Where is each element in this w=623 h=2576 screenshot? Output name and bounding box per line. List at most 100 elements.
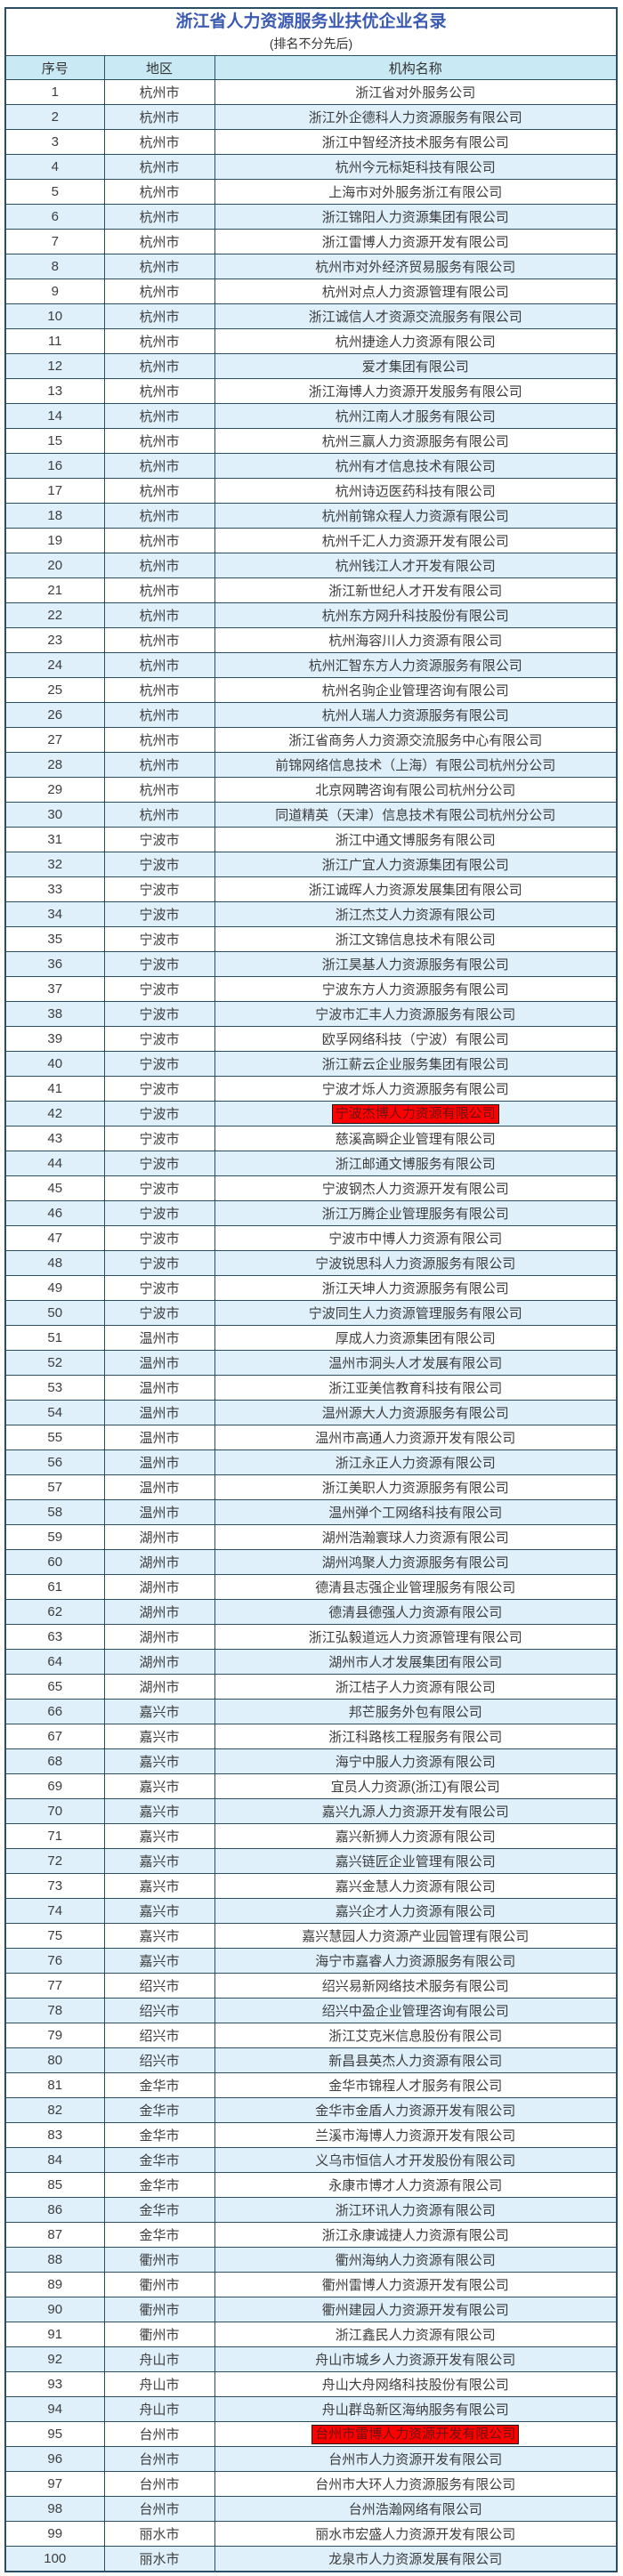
table-row: 13 杭州市 浙江海博人力资源开发服务有限公司: [4, 378, 618, 404]
cell-index: 9: [4, 279, 105, 304]
cell-org-name: 宁波锐思科人力资源服务有限公司: [214, 1250, 618, 1276]
cell-index: 45: [4, 1175, 105, 1201]
cell-org-name: 湖州市人才发展集团有限公司: [214, 1649, 618, 1675]
title-cell: 浙江省人力资源服务业扶优企业名录 (排名不分先后): [4, 7, 618, 56]
cell-region: 绍兴市: [103, 1973, 215, 1999]
table-row: 93 舟山市 舟山大舟网络科技股份有限公司: [4, 2371, 618, 2397]
cell-org-name: 浙江诚信人才资源交流服务有限公司: [214, 303, 618, 329]
cell-region: 温州市: [103, 1350, 215, 1376]
cell-org-name: 浙江雷博人力资源开发有限公司: [214, 229, 618, 254]
table-row: 72 嘉兴市 嘉兴链匠企业管理有限公司: [4, 1848, 618, 1874]
cell-region: 杭州市: [103, 378, 215, 404]
table-row: 27 杭州市 浙江省商务人力资源交流服务中心有限公司: [4, 727, 618, 753]
column-header-region: 地区: [103, 55, 215, 80]
table-row: 25 杭州市 杭州名驹企业管理咨询有限公司: [4, 677, 618, 703]
cell-org-name: 宁波才烁人力资源服务有限公司: [214, 1076, 618, 1102]
cell-org-name: 衢州雷博人力资源开发有限公司: [214, 2272, 618, 2297]
table-row: 24 杭州市 杭州汇智东方人力资源服务有限公司: [4, 652, 618, 678]
cell-org-name: 浙江薪云企业服务集团有限公司: [214, 1051, 618, 1077]
cell-org-name: 浙江中智经济技术服务有限公司: [214, 129, 618, 155]
table-row: 9 杭州市 杭州对点人力资源管理有限公司: [4, 279, 618, 304]
cell-index: 96: [4, 2446, 105, 2472]
cell-index: 25: [4, 677, 105, 703]
table-row: 45 宁波市 宁波钢杰人力资源开发有限公司: [4, 1175, 618, 1201]
cell-index: 63: [4, 1624, 105, 1650]
cell-region: 温州市: [103, 1375, 215, 1401]
table-row: 2 杭州市 浙江外企德科人力资源服务有限公司: [4, 104, 618, 130]
table-row: 21 杭州市 浙江新世纪人才开发有限公司: [4, 577, 618, 603]
cell-region: 嘉兴市: [103, 1898, 215, 1924]
cell-region: 杭州市: [103, 179, 215, 205]
table-row: 88 衢州市 衢州海纳人力资源有限公司: [4, 2247, 618, 2273]
cell-org-name: 欧孚网络科技（宁波）有限公司: [214, 1026, 618, 1052]
column-header-index: 序号: [4, 55, 105, 80]
cell-org-name: 温州市洞头人才发展有限公司: [214, 1350, 618, 1376]
table-row: 52 温州市 温州市洞头人才发展有限公司: [4, 1350, 618, 1376]
cell-index: 39: [4, 1026, 105, 1052]
table-row: 57 温州市 浙江美职人力资源服务有限公司: [4, 1474, 618, 1500]
table-row: 29 杭州市 北京网聘咨询有限公司杭州分公司: [4, 777, 618, 803]
cell-index: 62: [4, 1599, 105, 1625]
table-row: 98 台州市 台州浩瀚网络有限公司: [4, 2496, 618, 2522]
cell-index: 72: [4, 1848, 105, 1874]
cell-org-name: 浙江桔子人力资源有限公司: [214, 1674, 618, 1700]
cell-index: 67: [4, 1724, 105, 1749]
cell-region: 宁波市: [103, 1026, 215, 1052]
cell-region: 嘉兴市: [103, 1798, 215, 1824]
cell-org-name: 杭州海容川人力资源有限公司: [214, 627, 618, 653]
table-row: 64 湖州市 湖州市人才发展集团有限公司: [4, 1649, 618, 1675]
cell-org-name: 杭州三赢人力资源服务有限公司: [214, 428, 618, 454]
cell-region: 杭州市: [103, 528, 215, 553]
cell-org-name: 浙江永正人力资源有限公司: [214, 1450, 618, 1475]
cell-region: 台州市: [103, 2496, 215, 2522]
cell-index: 90: [4, 2297, 105, 2322]
cell-index: 4: [4, 154, 105, 180]
cell-region: 宁波市: [103, 1175, 215, 1201]
table-row: 58 温州市 温州弹个工网络科技有限公司: [4, 1499, 618, 1525]
cell-org-name: 金华市锦程人才服务有限公司: [214, 2072, 618, 2098]
cell-org-name: 浙江文锦信息技术有限公司: [214, 926, 618, 952]
cell-org-name: 宁波钢杰人力资源开发有限公司: [214, 1175, 618, 1201]
cell-index: 56: [4, 1450, 105, 1475]
cell-org-name: 衢州建园人力资源开发有限公司: [214, 2297, 618, 2322]
cell-region: 温州市: [103, 1499, 215, 1525]
cell-index: 92: [4, 2346, 105, 2372]
cell-org-name: 浙江亚美信教育科技有限公司: [214, 1375, 618, 1401]
cell-index: 57: [4, 1474, 105, 1500]
cell-org-name: 浙江新世纪人才开发有限公司: [214, 577, 618, 603]
table-row: 38 宁波市 宁波市汇丰人力资源服务有限公司: [4, 1001, 618, 1027]
cell-region: 台州市: [103, 2446, 215, 2472]
cell-region: 宁波市: [103, 951, 215, 977]
cell-region: 湖州市: [103, 1649, 215, 1675]
table-row: 78 绍兴市 绍兴中盈企业管理咨询有限公司: [4, 1998, 618, 2023]
cell-region: 温州市: [103, 1450, 215, 1475]
cell-org-name: 浙江科路核工程服务有限公司: [214, 1724, 618, 1749]
cell-org-name: 台州市人力资源开发有限公司: [214, 2446, 618, 2472]
cell-index: 74: [4, 1898, 105, 1924]
cell-org-name: 浙江艾克米信息股份有限公司: [214, 2023, 618, 2048]
table-row: 42 宁波市 宁波杰博人力资源有限公司: [4, 1101, 618, 1126]
cell-region: 嘉兴市: [103, 1823, 215, 1849]
cell-org-name: 杭州诗迈医药科技有限公司: [214, 478, 618, 504]
cell-region: 杭州市: [103, 702, 215, 728]
cell-org-name: 上海市对外服务浙江有限公司: [214, 179, 618, 205]
table-body: 1 杭州市 浙江省对外服务公司 2 杭州市 浙江外企德科人力资源服务有限公司 3 杭州市 浙江中…: [4, 79, 618, 2572]
cell-region: 衢州市: [103, 2272, 215, 2297]
cell-index: 18: [4, 503, 105, 529]
cell-org-name: 德清县德强人力资源有限公司: [214, 1599, 618, 1625]
cell-org-name: 嘉兴链匠企业管理有限公司: [214, 1848, 618, 1874]
cell-index: 29: [4, 777, 105, 803]
cell-region: 金华市: [103, 2122, 215, 2148]
cell-region: 宁波市: [103, 1275, 215, 1301]
table-row: 37 宁波市 宁波东方人力资源服务有限公司: [4, 976, 618, 1002]
table-row: 51 温州市 厚成人力资源集团有限公司: [4, 1325, 618, 1351]
cell-index: 100: [4, 2546, 105, 2572]
cell-index: 46: [4, 1200, 105, 1226]
cell-region: 嘉兴市: [103, 1848, 215, 1874]
cell-region: 宁波市: [103, 926, 215, 952]
cell-index: 15: [4, 428, 105, 454]
cell-index: 43: [4, 1126, 105, 1151]
cell-index: 30: [4, 802, 105, 828]
cell-org-name: 浙江美职人力资源服务有限公司: [214, 1474, 618, 1500]
